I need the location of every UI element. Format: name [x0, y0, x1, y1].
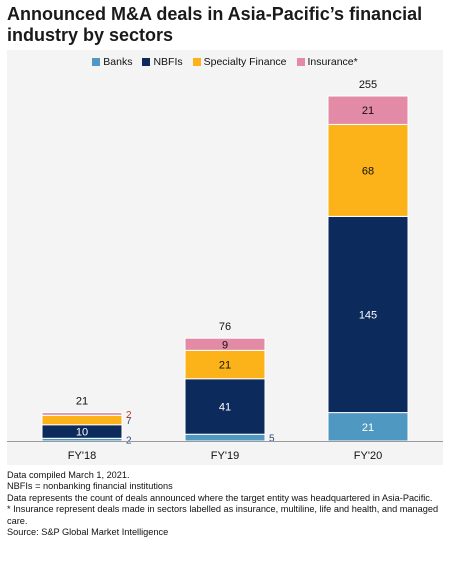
bar-insurance-fy20 [327, 95, 409, 125]
data-label-insurance-fy19: 9 [222, 339, 228, 351]
legend-item-banks: Banks [92, 56, 132, 68]
data-label-nbfis-fy20: 145 [359, 310, 377, 322]
x-tick-label-fy19: FY'19 [211, 450, 239, 462]
legend-label-nbfis: NBFIs [153, 56, 183, 68]
legend-swatch-specialty-finance [192, 58, 201, 66]
bar-insurance-fy18 [41, 412, 123, 416]
footnote-source: Source: S&P Global Market Intelligence [7, 527, 169, 538]
legend-item-insurance: Insurance* [296, 56, 358, 68]
bar-nbfis-fy20 [327, 215, 409, 414]
chart-panel: Banks NBFIs Specialty Finance Insurance*… [7, 50, 443, 465]
footnote-nbfi-definition: NBFIs = nonbanking financial institution… [7, 481, 173, 492]
data-label-banks-fy19: 5 [269, 434, 275, 445]
chart-title: Announced M&A deals in Asia-Pacific’s fi… [7, 4, 423, 45]
legend-label-insurance: Insurance* [307, 56, 358, 68]
legend-label-specialty-finance: Specialty Finance [203, 56, 287, 68]
legend-item-specialty-finance: Specialty Finance [192, 56, 287, 68]
legend-swatch-banks [92, 58, 101, 66]
total-label-fy20: 255 [359, 79, 377, 91]
data-label-banks-fy20: 21 [362, 422, 374, 434]
data-label-insurance-fy20: 21 [362, 105, 374, 117]
legend-label-banks: Banks [103, 56, 133, 68]
total-label-fy19: 76 [219, 321, 231, 333]
bar-insurance-fy19 [184, 337, 266, 351]
legend-item-nbfis: NBFIs [142, 56, 183, 68]
legend: Banks NBFIs Specialty Finance Insurance* [7, 56, 443, 68]
x-tick-label-fy18: FY'18 [68, 450, 96, 462]
data-label-specialtyfinance-fy19: 21 [219, 360, 231, 372]
bar-specialtyfinance-fy20 [327, 123, 409, 217]
data-label-nbfis-fy19: 41 [219, 402, 231, 414]
bar-nbfis-fy19 [184, 378, 266, 435]
footnote-insurance-definition: * Insurance represent deals made in sect… [7, 504, 439, 526]
stacked-bar-chart: 2107221FY'1854121976FY'19211456821255FY'… [7, 79, 443, 462]
x-tick-label-fy20: FY'20 [354, 450, 382, 462]
data-label-specialtyfinance-fy20: 68 [362, 165, 374, 177]
legend-swatch-nbfis [142, 58, 151, 66]
footnote-data-scope: Data represents the count of deals annou… [7, 492, 433, 503]
total-label-fy18: 21 [76, 396, 88, 408]
bar-specialtyfinance-fy18 [41, 414, 123, 426]
data-label-insurance-fy18: 2 [126, 410, 132, 421]
bar-banks-fy19 [184, 433, 266, 442]
footnotes: Data compiled March 1, 2021. NBFIs = non… [7, 470, 443, 538]
data-label-specialtyfinance-fy18: 7 [126, 416, 132, 427]
legend-swatch-insurance [296, 58, 305, 66]
footnote-compiled: Data compiled March 1, 2021. [7, 470, 130, 480]
data-label-nbfis-fy18: 10 [76, 427, 88, 439]
